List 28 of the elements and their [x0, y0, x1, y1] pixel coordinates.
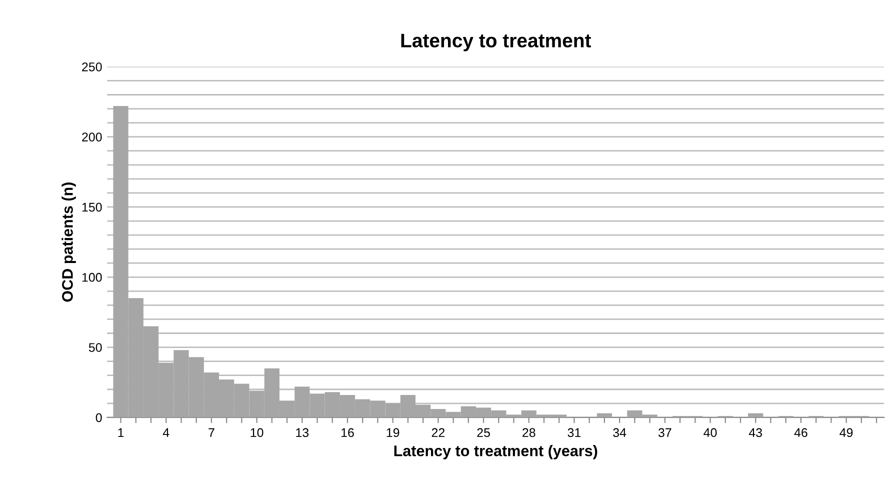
y-tick-label: 100: [82, 272, 102, 282]
x-tick-label: 28: [522, 428, 536, 438]
x-tick-label: 7: [208, 428, 214, 437]
x-tick-label: 4: [162, 428, 170, 437]
bar: [596, 413, 612, 418]
y-tick-label: 150: [82, 202, 102, 212]
x-tick-label: 46: [794, 428, 808, 438]
y-tick-label: 0: [96, 413, 102, 422]
x-tick-label: 1: [118, 428, 124, 437]
y-tick-label: 250: [82, 62, 102, 72]
y-axis-title: OCD patients (n): [62, 182, 76, 302]
x-axis-title: Latency to treatment (years): [394, 445, 598, 460]
x-tick-label: 22: [432, 428, 445, 437]
chart-title: Latency to treatment: [401, 34, 592, 52]
x-tick-label: 13: [296, 428, 309, 438]
y-tick-label: 50: [88, 343, 102, 352]
x-tick-label: 43: [748, 428, 762, 438]
x-tick-label: 19: [386, 428, 400, 438]
x-tick-label: 31: [568, 428, 581, 438]
x-tick-label: 25: [477, 428, 490, 438]
x-tick-label: 10: [250, 428, 264, 438]
bar: [748, 413, 764, 418]
y-tick-label: 200: [82, 132, 102, 142]
x-tick-label: 34: [613, 428, 626, 438]
x-tick-label: 49: [840, 428, 853, 438]
x-tick-label: 37: [658, 428, 672, 438]
x-tick-label: 16: [341, 428, 354, 438]
x-tick-label: 40: [704, 428, 717, 438]
